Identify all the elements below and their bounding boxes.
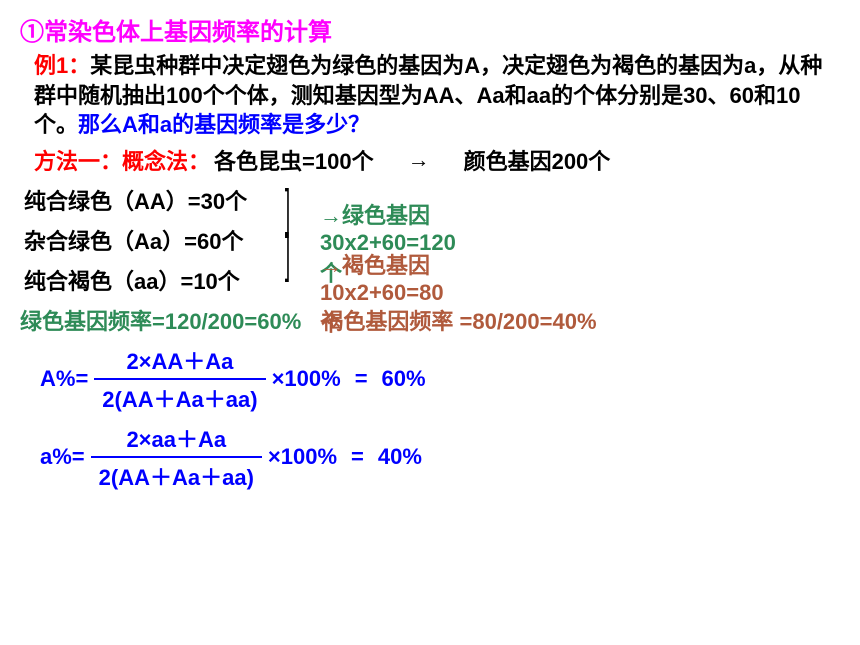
method-row: 方法一：概念法： 各色昆虫=100个 → 颜色基因200个 [34, 144, 840, 176]
arrow-icon: → [408, 147, 430, 173]
denominator: 2(AA＋Aa＋aa) [94, 378, 265, 414]
numerator: 2×AA＋Aa [114, 344, 245, 378]
numerator: 2×aa＋Aa [114, 422, 238, 456]
equals-sign: = [351, 444, 364, 470]
green-frequency: 绿色基因频率=120/200=60% [20, 309, 301, 334]
calc-brown-gene: →褐色基因10x2+60=80个 [320, 248, 444, 338]
formula-tail: ×100% [272, 366, 341, 392]
problem-question: 那么A和a的基因频率是多少？ [78, 112, 370, 137]
example-label: 例1： [34, 53, 90, 78]
formula-a-upper: A%= 2×AA＋Aa 2(AA＋Aa＋aa) ×100% = 60% [40, 344, 840, 414]
genotype-block: 纯合绿色（AA）=30个 杂合绿色（Aa）=60个 纯合褐色（aa）=10个 ]… [20, 184, 840, 300]
formula-lhs: a%= [40, 444, 85, 470]
total-genes: 颜色基因200个 [464, 144, 611, 176]
fraction: 2×aa＋Aa 2(AA＋Aa＋aa) [91, 422, 262, 492]
fraction: 2×AA＋Aa 2(AA＋Aa＋aa) [94, 344, 265, 414]
formula-result: 40% [378, 444, 422, 470]
equals-sign: = [355, 366, 368, 392]
formula-result: 60% [382, 366, 426, 392]
formula-a-lower: a%= 2×aa＋Aa 2(AA＋Aa＋aa) ×100% = 40% [40, 422, 840, 492]
bracket-icon: ] [285, 222, 290, 284]
formula-tail: ×100% [268, 444, 337, 470]
total-insects: 各色昆虫=100个 [214, 144, 374, 176]
example-problem: 例1：某昆虫种群中决定翅色为绿色的基因为A，决定翅色为褐色的基因为a，从种群中随… [34, 51, 840, 140]
section-title: ①常染色体上基因频率的计算 [20, 12, 840, 47]
formula-lhs: A%= [40, 366, 88, 392]
method-label: 方法一：概念法： [34, 144, 210, 176]
denominator: 2(AA＋Aa＋aa) [91, 456, 262, 492]
